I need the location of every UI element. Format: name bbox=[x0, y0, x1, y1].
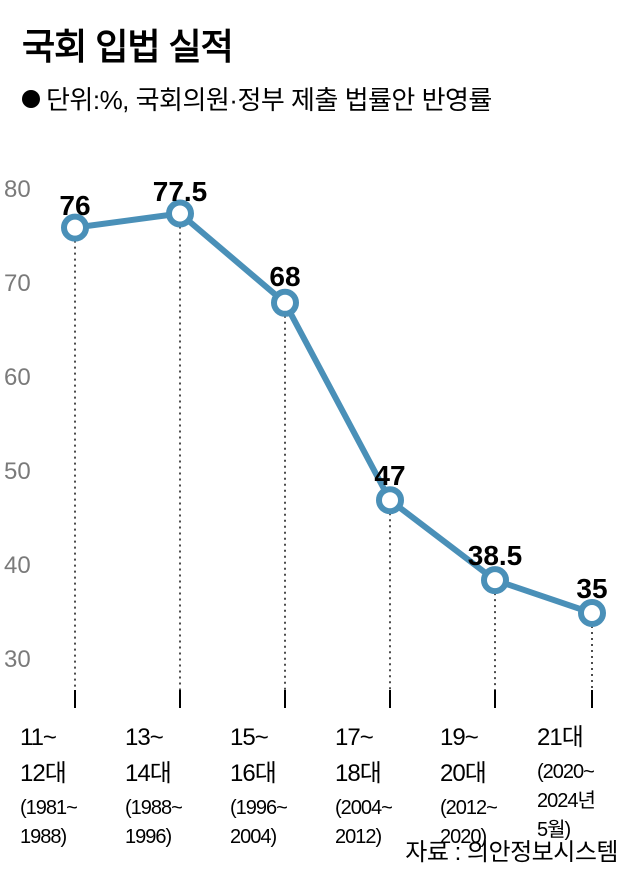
y-tick-label: 70 bbox=[4, 270, 31, 298]
value-label: 68 bbox=[269, 261, 300, 293]
y-tick-label: 40 bbox=[4, 552, 31, 580]
chart-header: 국회 입법 실적 단위:%, 국회의원·정부 제출 법률안 반영률 bbox=[0, 0, 640, 117]
x-label-main: 15~16대 bbox=[230, 720, 340, 792]
value-label: 76 bbox=[59, 190, 90, 222]
x-label-col: 15~16대(1996~2004) bbox=[230, 720, 340, 852]
value-label: 38.5 bbox=[468, 540, 523, 572]
x-label-col: 21대(2020~2024년5월) bbox=[537, 720, 640, 845]
data-marker bbox=[274, 292, 296, 314]
value-label: 35 bbox=[576, 573, 607, 605]
y-tick-label: 30 bbox=[4, 646, 31, 674]
source-value: 의안정보시스템 bbox=[467, 839, 618, 866]
y-tick-label: 80 bbox=[4, 176, 31, 204]
value-label: 77.5 bbox=[153, 176, 208, 208]
chart-subtitle: 단위:%, 국회의원·정부 제출 법률안 반영률 bbox=[46, 80, 492, 117]
x-label-main: 13~14대 bbox=[125, 720, 235, 792]
chart-title: 국회 입법 실적 bbox=[22, 18, 640, 70]
x-label-sub: (1988~1996) bbox=[125, 794, 235, 852]
data-marker bbox=[484, 569, 506, 591]
source-label: 자료 : bbox=[405, 839, 461, 866]
x-label-sub: (1981~1988) bbox=[20, 794, 130, 852]
value-label: 47 bbox=[374, 460, 405, 492]
chart-area: 30 40 50 60 70 80 76 77.5 68 47 38.5 35 bbox=[0, 150, 640, 710]
x-label-main: 19~20대 bbox=[440, 720, 550, 792]
data-marker bbox=[379, 489, 401, 511]
chart-svg bbox=[0, 150, 640, 710]
data-marker bbox=[581, 602, 603, 624]
x-label-main: 21대 bbox=[537, 720, 640, 756]
x-label-col: 11~12대(1981~1988) bbox=[20, 720, 130, 852]
y-tick-label: 50 bbox=[4, 458, 31, 486]
bullet-icon bbox=[22, 90, 40, 108]
y-tick-label: 60 bbox=[4, 364, 31, 392]
chart-subtitle-row: 단위:%, 국회의원·정부 제출 법률안 반영률 bbox=[22, 80, 640, 117]
x-label-main: 17~18대 bbox=[335, 720, 445, 792]
chart-source: 자료 : 의안정보시스템 bbox=[405, 832, 618, 867]
x-label-col: 13~14대(1988~1996) bbox=[125, 720, 235, 852]
x-label-main: 11~12대 bbox=[20, 720, 130, 792]
x-label-sub: (1996~2004) bbox=[230, 794, 340, 852]
